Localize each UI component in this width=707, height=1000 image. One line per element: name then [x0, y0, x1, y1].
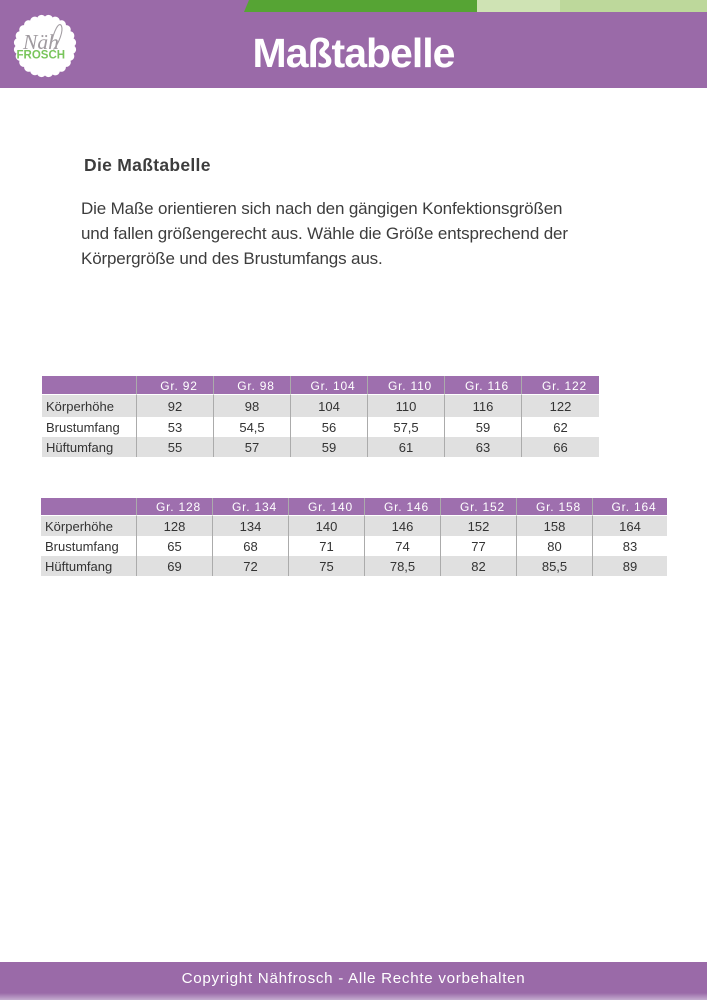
- svg-text:FROSCH: FROSCH: [17, 50, 66, 62]
- svg-text:Näh: Näh: [22, 30, 59, 54]
